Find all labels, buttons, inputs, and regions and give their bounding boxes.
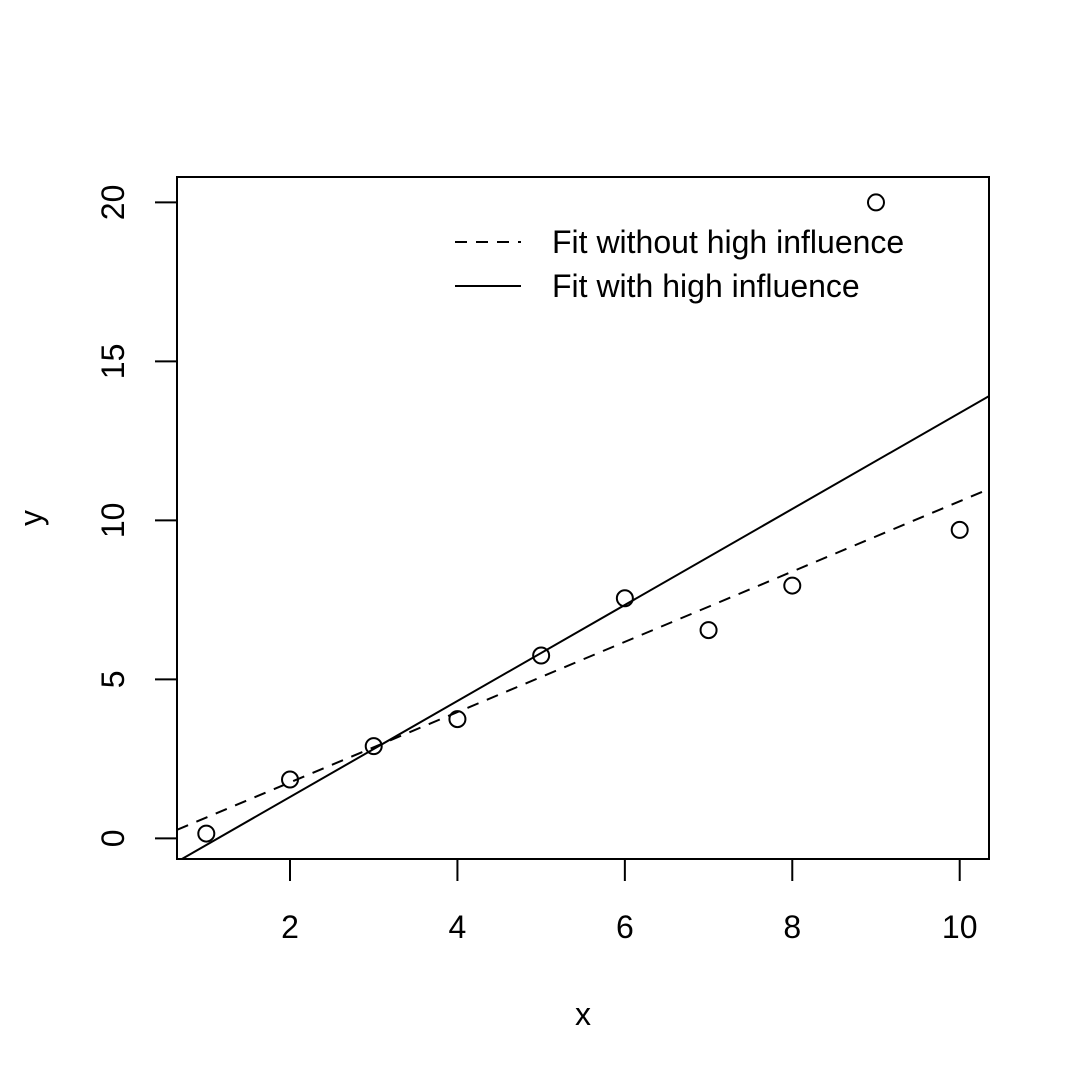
data-point	[699, 621, 718, 640]
y-tick-label: 20	[95, 185, 131, 221]
fit-line-with-high-influence	[179, 395, 989, 859]
data-point	[783, 576, 802, 595]
x-tick-label: 4	[449, 909, 467, 945]
legend-label: Fit without high influence	[552, 224, 904, 260]
x-axis: 2 4 6 8 10	[281, 858, 978, 945]
data-points	[197, 193, 969, 843]
y-axis-label: y	[13, 510, 49, 526]
y-tick-label: 15	[95, 344, 131, 380]
y-tick-label: 0	[95, 829, 131, 847]
legend-label: Fit with high influence	[552, 268, 860, 304]
data-point	[197, 824, 216, 843]
x-axis-label: x	[575, 996, 591, 1032]
x-tick-label: 2	[281, 909, 299, 945]
x-tick-label: 6	[616, 909, 634, 945]
data-point	[448, 710, 467, 729]
fit-lines	[177, 395, 989, 859]
x-tick-label: 10	[942, 909, 978, 945]
data-point	[615, 589, 634, 608]
data-point	[866, 193, 885, 212]
data-point	[532, 646, 551, 665]
x-tick-label: 8	[783, 909, 801, 945]
y-tick-label: 10	[95, 503, 131, 539]
y-axis: 0 5 10 15 20	[95, 185, 178, 847]
legend: Fit without high influence Fit with high …	[455, 224, 904, 304]
data-point	[281, 770, 300, 789]
data-point	[950, 520, 969, 539]
y-tick-label: 5	[95, 670, 131, 688]
data-point	[364, 737, 383, 756]
